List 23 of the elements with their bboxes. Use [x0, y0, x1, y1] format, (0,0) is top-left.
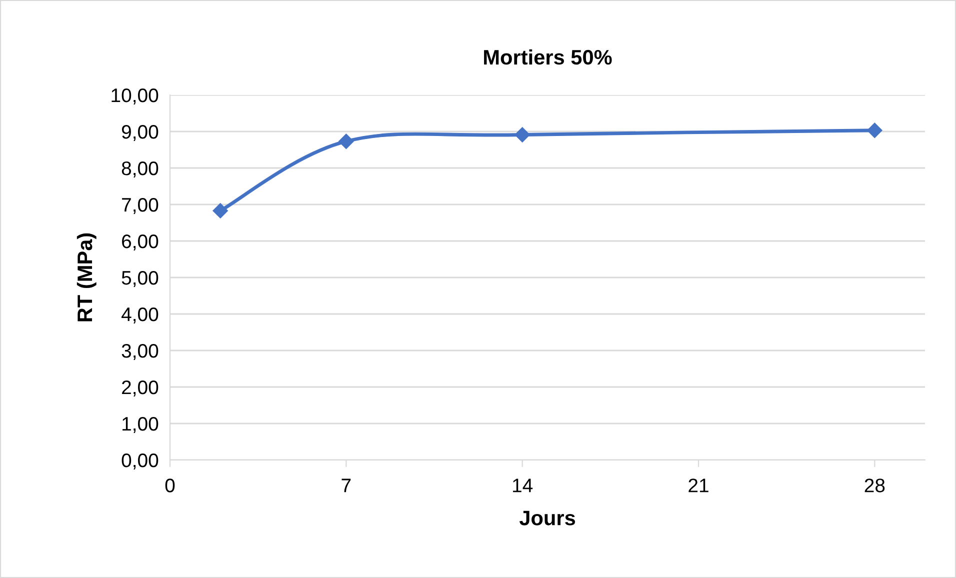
y-tick-label: 1,00: [122, 416, 158, 434]
point: [514, 127, 530, 142]
y-tick-label: 10,00: [112, 88, 158, 105]
y-tick-label: 7,00: [122, 198, 158, 214]
y-tick-label: 6,00: [122, 234, 158, 251]
point: [212, 203, 228, 218]
x-tick-label: 28: [864, 478, 885, 492]
point: [867, 122, 882, 138]
point: [338, 134, 354, 149]
x-axis-title: Jours: [519, 510, 576, 526]
y-tick-label: 4,00: [121, 307, 158, 324]
x-tick-label: 0: [165, 478, 175, 492]
y-tick-label: 3,00: [122, 344, 158, 360]
chart-title: Mortiers 50%: [484, 49, 612, 65]
y-tick-label: 5,00: [122, 270, 158, 288]
y-axis-title: RT (MPa): [76, 233, 96, 322]
y-tick-label: 8,00: [122, 161, 158, 178]
y-tick-label: 9,00: [122, 124, 158, 142]
y-tick-label: 0,00: [122, 453, 158, 470]
x-tick-label: 21: [688, 478, 708, 492]
y-tick-label: 2,00: [122, 380, 158, 397]
x-tick-label: 7: [342, 478, 351, 492]
x-tick-label: 14: [513, 478, 533, 492]
